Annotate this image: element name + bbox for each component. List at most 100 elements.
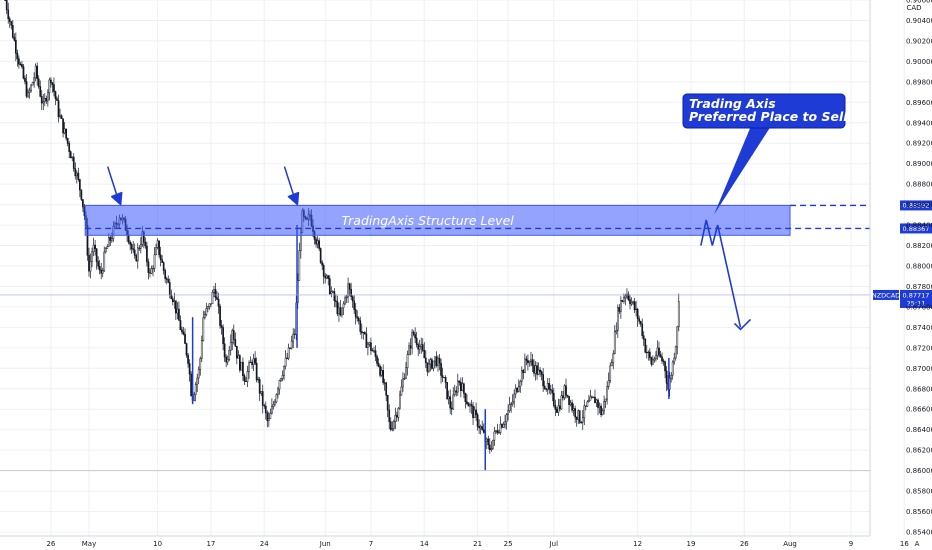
candle-body — [583, 405, 586, 418]
candle-body — [242, 361, 244, 377]
candle-body — [447, 396, 450, 399]
candle-body — [43, 97, 46, 102]
candle-body — [563, 385, 566, 399]
candle-body — [444, 377, 447, 383]
candle-body — [421, 344, 424, 351]
candle-body — [507, 410, 509, 415]
candle-body — [197, 369, 200, 379]
candle-body — [426, 362, 429, 372]
candle-body — [589, 396, 592, 401]
plot-background — [0, 0, 870, 536]
candle-body — [48, 79, 51, 93]
chart-grid — [0, 0, 905, 536]
candle-body — [612, 353, 615, 364]
candle-body — [219, 306, 221, 326]
candle-body — [420, 344, 423, 347]
candle-body — [606, 386, 609, 400]
candle-body — [27, 92, 29, 97]
candle-body — [248, 362, 250, 372]
candle-body — [284, 357, 287, 367]
candle-body — [152, 268, 154, 270]
candle-body — [551, 389, 554, 394]
candle-body — [505, 414, 508, 423]
candle-body — [239, 355, 241, 371]
x-tick-label: 21 — [473, 540, 482, 548]
candle-body — [57, 100, 60, 118]
candle-body — [380, 370, 383, 376]
candle-body — [139, 244, 142, 249]
down-arrow-marker — [106, 166, 123, 206]
candle-body — [440, 363, 442, 376]
candle-body — [249, 361, 252, 364]
candle-body — [188, 363, 191, 375]
candle-body — [554, 405, 557, 410]
candle-body — [531, 359, 534, 366]
forecast-arrowhead — [733, 318, 752, 331]
candle-body — [196, 377, 199, 385]
candle-body — [98, 266, 101, 271]
candle-body — [542, 374, 545, 387]
candle-body — [315, 239, 317, 245]
candle-body — [286, 357, 288, 359]
candle-body — [178, 308, 180, 321]
candle-body — [40, 96, 43, 104]
candle-body — [460, 381, 462, 391]
candle-body — [133, 249, 136, 256]
candle-body — [353, 300, 356, 310]
x-tick-label: Jul — [549, 540, 559, 548]
candle-body — [376, 356, 378, 364]
candle-body — [175, 300, 177, 314]
candle-body — [24, 77, 26, 82]
candle-body — [594, 396, 596, 404]
candle-body — [434, 356, 436, 362]
candle-body — [207, 306, 209, 309]
candle-body — [501, 424, 503, 428]
candle-body — [345, 296, 348, 299]
candle-body — [514, 387, 517, 395]
candle-body — [66, 137, 69, 144]
candle-body — [438, 358, 441, 364]
callout-text: Trading Axis — [689, 96, 776, 111]
countdown-label: 25:11 — [907, 299, 926, 307]
candle-body — [77, 172, 80, 180]
currency-label: CAD — [906, 4, 921, 12]
candle-body — [203, 314, 206, 318]
candle-body — [452, 394, 455, 410]
last-price-tag — [900, 289, 932, 308]
candle-body — [473, 409, 476, 418]
candle-body — [272, 404, 275, 407]
x-tick-label: 7 — [369, 540, 373, 548]
candle-body — [75, 172, 78, 177]
candle-body — [406, 354, 409, 368]
candle-body — [543, 385, 546, 390]
candle-body — [91, 251, 93, 262]
candle-body — [559, 405, 561, 410]
candle-body — [408, 345, 410, 355]
candle-body — [37, 78, 40, 87]
candle-body — [60, 115, 63, 119]
candle-body — [216, 297, 218, 300]
candle-body — [211, 292, 214, 304]
down-arrow-marker — [283, 166, 300, 206]
candle-body — [572, 408, 575, 411]
candle-body — [348, 283, 351, 290]
candle-body — [636, 308, 639, 320]
candle-body — [618, 307, 621, 312]
candle-body — [240, 361, 243, 371]
candle-body — [50, 79, 52, 84]
candle-body — [600, 405, 602, 416]
candle-body — [158, 240, 160, 256]
candle-body — [661, 356, 663, 362]
candle-body — [623, 297, 625, 302]
candle-body — [633, 301, 636, 310]
candle-body — [659, 354, 662, 358]
candle-body — [641, 323, 644, 336]
symbol-label: NZDCAD — [872, 291, 900, 299]
candle-body — [325, 275, 328, 279]
x-tick-label: 26 — [740, 540, 749, 548]
candle-body — [289, 347, 292, 349]
